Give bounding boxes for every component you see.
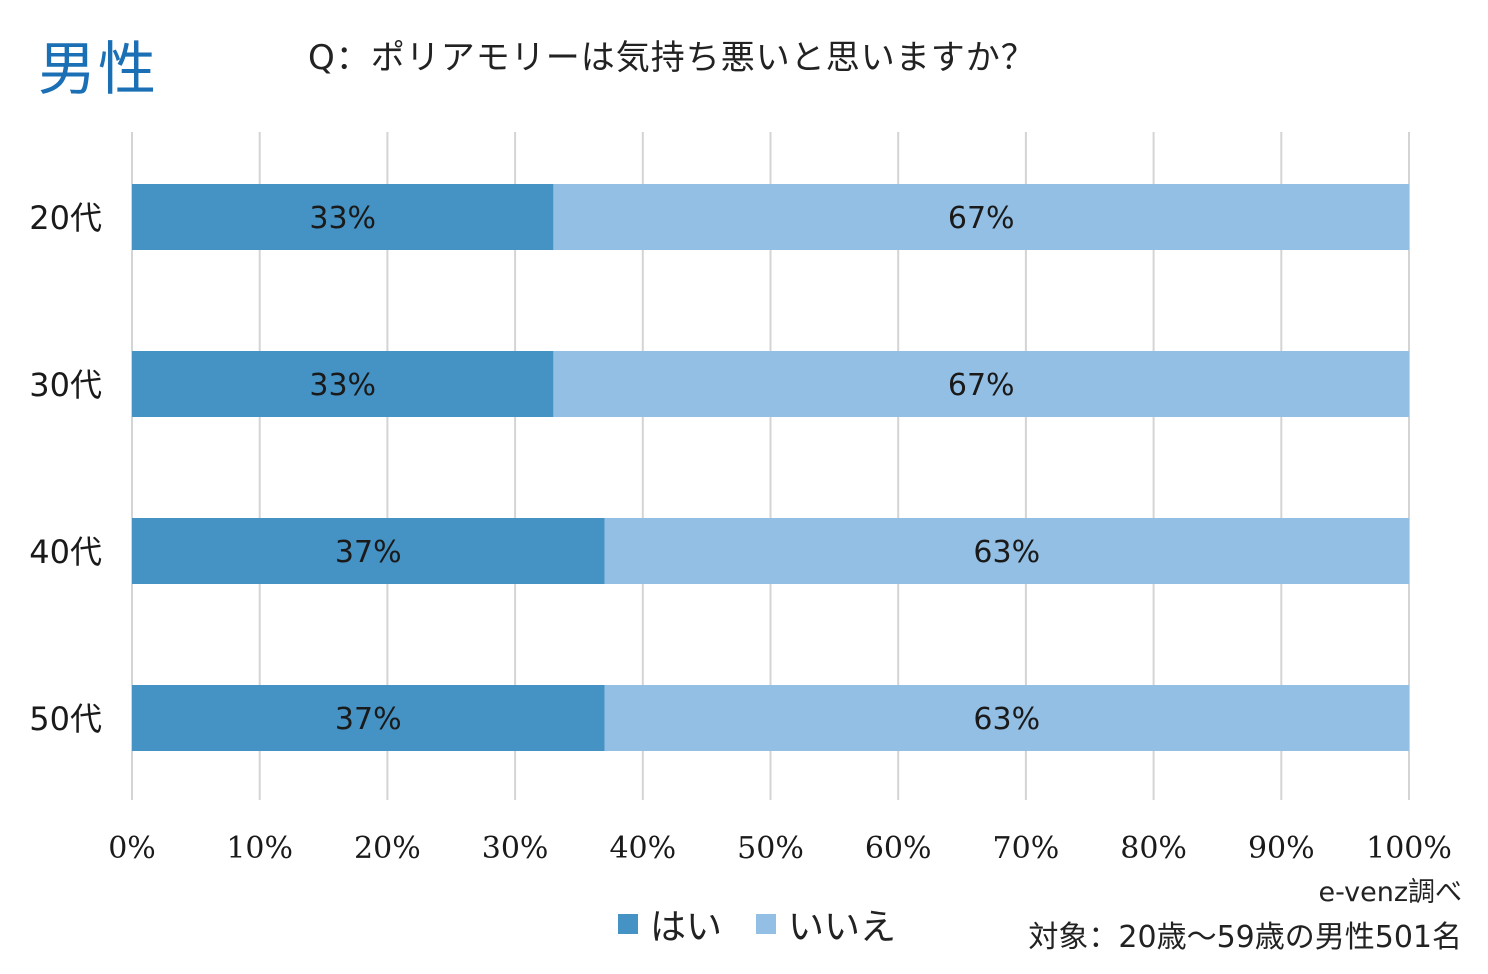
legend-swatch-yes: [618, 914, 638, 934]
legend-label-no: いいえ: [788, 907, 897, 948]
category-label: 40代: [29, 533, 102, 571]
bar-segment: [132, 518, 605, 584]
x-tick-label: 30%: [482, 831, 549, 866]
data-label: 63%: [973, 535, 1040, 570]
legend-swatch-no: [756, 914, 777, 934]
x-tick-label: 90%: [1248, 831, 1315, 866]
category-label: 30代: [29, 366, 102, 404]
x-tick-label: 70%: [993, 831, 1060, 866]
x-tick-label: 20%: [354, 831, 421, 866]
data-label: 67%: [948, 368, 1015, 403]
data-label: 67%: [948, 201, 1015, 236]
x-tick-label: 50%: [737, 831, 804, 866]
data-label: 63%: [973, 702, 1040, 737]
legend: はい いいえ: [618, 898, 916, 950]
x-tick-label: 10%: [226, 831, 293, 866]
legend-label-yes: はい: [650, 907, 723, 948]
data-label: 37%: [335, 535, 402, 570]
question-title: Q：ポリアモリーは気持ち悪いと思いますか？: [308, 38, 1036, 78]
bar-segment: [132, 351, 554, 417]
x-tick-label: 0%: [108, 831, 156, 866]
category-label: 50代: [29, 700, 102, 738]
data-label: 33%: [309, 368, 376, 403]
category-label: 20代: [29, 199, 102, 237]
x-tick-label: 40%: [609, 831, 676, 866]
target-note: 対象：20歳～59歳の男性501名: [1028, 920, 1462, 955]
x-tick-label: 100%: [1366, 831, 1452, 866]
gender-title: 男性: [38, 35, 159, 103]
source-note: e-venz調べ: [1318, 877, 1462, 908]
bar-segment: [604, 518, 1409, 584]
x-tick-label: 80%: [1120, 831, 1187, 866]
x-tick-label: 60%: [865, 831, 932, 866]
bar-segment: [132, 184, 554, 250]
data-label: 33%: [309, 201, 376, 236]
legend-item-yes: はい: [618, 898, 722, 950]
bar-segment: [604, 685, 1409, 751]
bar-segment: [553, 351, 1409, 417]
data-label: 37%: [335, 702, 402, 737]
legend-item-no: いいえ: [756, 898, 896, 950]
bar-segment: [132, 685, 605, 751]
bar-segment: [553, 184, 1409, 250]
